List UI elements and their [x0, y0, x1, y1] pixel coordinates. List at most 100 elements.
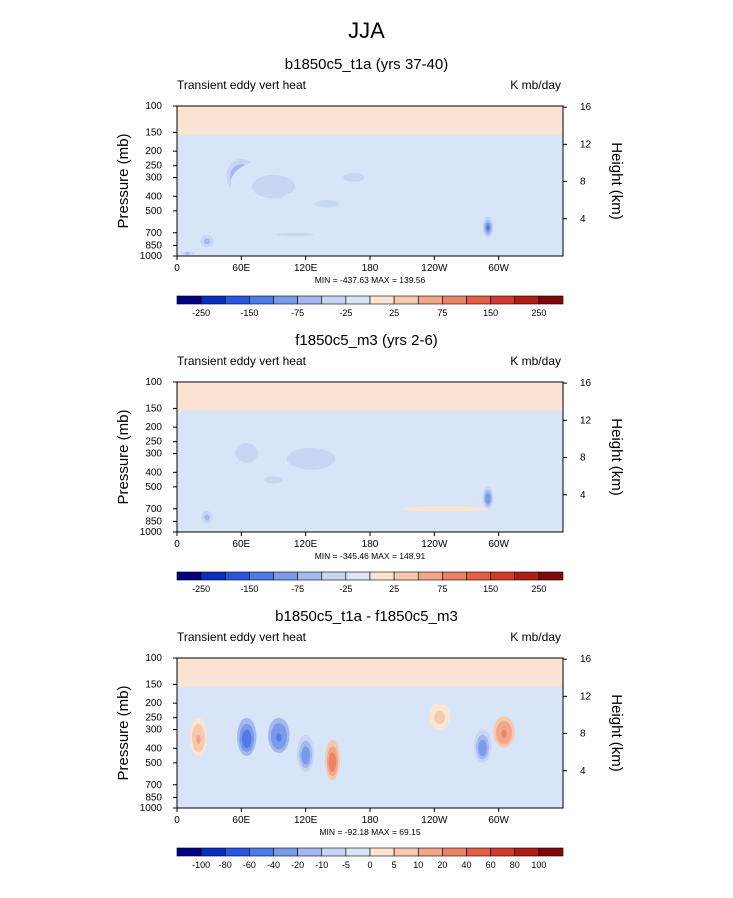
colorbar-label: 25	[389, 584, 399, 594]
y2-tick-label: 4	[580, 214, 586, 225]
colorbar-box	[273, 571, 298, 581]
colorbar-box	[200, 847, 226, 857]
contour-blob	[434, 507, 456, 511]
y-tick-label: 400	[145, 743, 162, 754]
colorbar-label: -20	[291, 860, 304, 870]
x-tick-label: 60E	[232, 539, 250, 550]
colorbar-box	[393, 571, 419, 581]
colorbar-box	[224, 571, 250, 581]
colorbar-box	[417, 571, 443, 581]
colorbar-box	[273, 295, 298, 305]
colorbar-label: -80	[219, 860, 232, 870]
y-axis-title: Pressure (mb)	[115, 133, 132, 228]
heatmap-svg: 0 60E 120E 180 120W 60W1001502002503004005007…	[115, 101, 625, 318]
y-tick-label: 150	[145, 679, 162, 690]
colorbar-box	[442, 295, 467, 305]
colorbar-label: -250	[192, 308, 210, 318]
x-tick-label: 120W	[421, 815, 448, 826]
y-axis-title: Pressure (mb)	[115, 409, 132, 504]
contour-blob	[264, 476, 283, 484]
colorbar-box	[490, 295, 516, 305]
panel-title: b1850c5_t1a - f1850c5_m3	[275, 608, 458, 625]
colorbar-label: 75	[437, 584, 447, 594]
y-tick-label: 400	[145, 467, 162, 478]
y-tick-label: 300	[145, 725, 162, 736]
colorbar-box	[417, 295, 443, 305]
stratosphere-band	[177, 106, 563, 135]
y2-tick-label: 8	[580, 729, 586, 740]
colorbar-label: 250	[531, 584, 546, 594]
x-tick-label: 180	[362, 539, 379, 550]
colorbar-label: -150	[240, 308, 258, 318]
y-tick-label: 1000	[140, 251, 163, 262]
colorbar-label: -60	[243, 860, 256, 870]
y2-tick-label: 12	[580, 691, 592, 702]
x-tick-label: 120E	[294, 263, 318, 274]
y-tick-label: 200	[145, 146, 162, 157]
colorbar-label: -10	[315, 860, 328, 870]
chart-panel-1: b1850c5_t1a (yrs 37-40) Transient eddy ve…	[0, 56, 733, 346]
contour-blob	[298, 454, 324, 465]
y-tick-label: 1000	[140, 527, 163, 538]
colorbar-box	[514, 295, 540, 305]
colorbar-label: -40	[267, 860, 280, 870]
colorbar-box	[466, 295, 491, 305]
colorbar-label: -100	[192, 860, 210, 870]
colorbar-box	[176, 571, 202, 581]
colorbar-box	[466, 571, 491, 581]
min-max-label: MIN = -345.46 MAX = 148.91	[315, 551, 426, 561]
y2-axis-title: Height (km)	[608, 694, 625, 772]
colorbar-box	[514, 847, 540, 857]
y-tick-label: 500	[145, 206, 162, 217]
contour-blob	[480, 744, 485, 753]
contour-blob	[330, 757, 335, 768]
colorbar-box	[369, 571, 395, 581]
colorbar-box	[490, 571, 516, 581]
colorbar-box	[345, 847, 371, 857]
colorbar-box	[345, 571, 371, 581]
variable-label: Transient eddy vert heat	[177, 630, 306, 644]
contour-blob	[276, 733, 282, 742]
stratosphere-band	[177, 658, 563, 687]
colorbar-box	[538, 847, 564, 857]
figure-title: JJA	[348, 18, 385, 43]
colorbar-label: -25	[339, 308, 352, 318]
colorbar-box	[538, 295, 564, 305]
x-tick-label: 180	[362, 263, 379, 274]
y-tick-label: 250	[145, 713, 162, 724]
heatmap-svg: 0 60E 120E 180 120W 60W1001502002503004005007…	[115, 377, 625, 594]
colorbar-box	[538, 571, 564, 581]
y2-tick-label: 12	[580, 415, 592, 426]
colorbar-box	[224, 295, 250, 305]
y-tick-label: 200	[145, 698, 162, 709]
y-tick-label: 700	[145, 228, 162, 239]
y-axis-title: Pressure (mb)	[115, 685, 132, 780]
colorbar-box	[345, 295, 371, 305]
x-tick-label: 0	[174, 263, 180, 274]
panel-title: f1850c5_m3 (yrs 2-6)	[295, 332, 438, 349]
units-label: K mb/day	[510, 630, 561, 644]
y-tick-label: 850	[145, 240, 162, 251]
chart-panel-2: f1850c5_m3 (yrs 2-6) Transient eddy vert …	[0, 332, 733, 622]
colorbar-box	[369, 295, 395, 305]
y-tick-label: 700	[145, 504, 162, 515]
contour-blob	[276, 233, 314, 237]
colorbar-label: 0	[367, 860, 372, 870]
colorbar-box	[176, 295, 202, 305]
colorbar-box	[369, 847, 395, 857]
y-tick-label: 150	[145, 403, 162, 414]
colorbar-label: -75	[291, 308, 304, 318]
contour-blob	[501, 729, 507, 738]
colorbar-box	[442, 571, 467, 581]
colorbar-label: -25	[339, 584, 352, 594]
x-tick-label: 60W	[488, 815, 509, 826]
colorbar-box	[393, 847, 419, 857]
y-tick-label: 850	[145, 516, 162, 527]
colorbar-box	[249, 295, 274, 305]
y-tick-label: 300	[145, 173, 162, 184]
x-tick-label: 120W	[421, 263, 448, 274]
y-tick-label: 250	[145, 161, 162, 172]
y2-tick-label: 8	[580, 453, 586, 464]
variable-label: Transient eddy vert heat	[177, 354, 306, 368]
colorbar-label: -250	[192, 584, 210, 594]
